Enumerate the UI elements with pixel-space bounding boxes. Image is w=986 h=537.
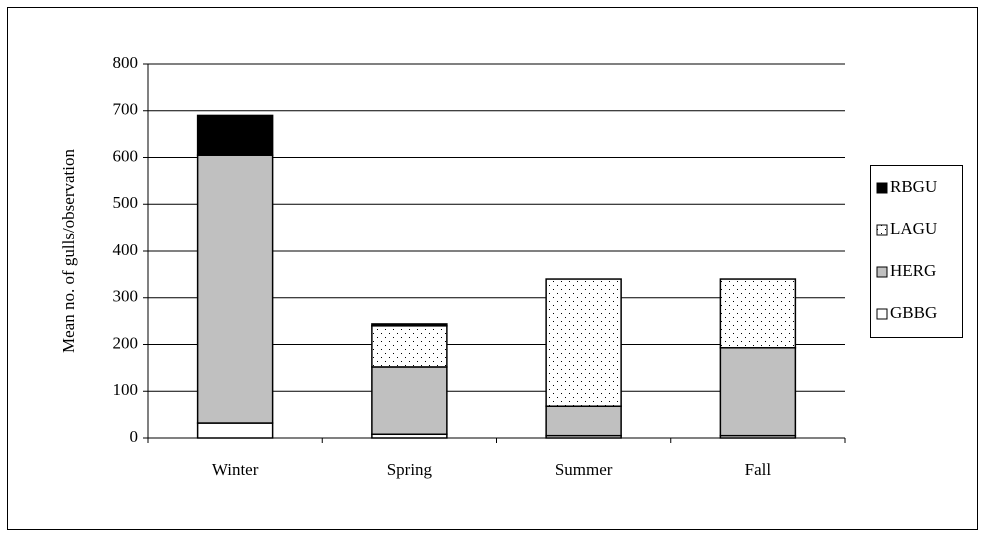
y-tick-label: 600 <box>113 146 139 165</box>
x-tick-label: Summer <box>555 460 613 479</box>
legend-label: RBGU <box>890 177 937 196</box>
bar-segment <box>196 114 274 156</box>
y-tick-label: 800 <box>113 53 139 72</box>
y-tick-label: 500 <box>113 193 139 212</box>
bar-segment <box>719 278 797 349</box>
y-tick-label: 700 <box>113 100 139 119</box>
bar-segment <box>545 405 622 437</box>
bar-segment <box>545 278 622 407</box>
bar-segment <box>371 323 448 327</box>
bar-segment <box>371 325 448 368</box>
frame <box>7 7 978 530</box>
bar-segment <box>371 366 448 436</box>
bar-segment <box>196 154 274 424</box>
y-axis-label: Mean no. of gulls/observation <box>59 149 78 353</box>
x-tick-label: Winter <box>212 460 259 479</box>
y-tick-label: 100 <box>113 380 139 399</box>
legend-swatch <box>876 224 888 236</box>
legend-label: LAGU <box>890 219 937 238</box>
legend-label: HERG <box>890 261 936 280</box>
y-tick-label: 400 <box>113 240 139 259</box>
y-tick-label: 300 <box>113 287 139 306</box>
x-tick-label: Spring <box>387 460 433 479</box>
bar-segment <box>719 347 797 437</box>
y-tick-label: 0 <box>130 427 139 446</box>
x-tick-label: Fall <box>745 460 772 479</box>
legend-label: GBBG <box>890 303 937 322</box>
bar-segment <box>196 422 274 439</box>
legend-swatch <box>876 308 888 320</box>
legend-swatch <box>876 182 888 194</box>
y-tick-label: 200 <box>113 333 139 352</box>
legend-swatch <box>876 266 888 278</box>
